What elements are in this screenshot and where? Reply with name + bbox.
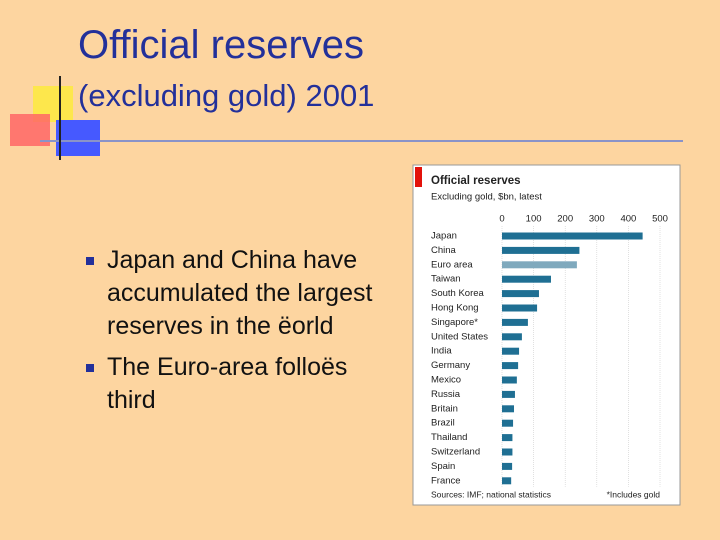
category-label: Switzerland [431,447,480,458]
chart-frame [412,164,681,506]
category-label: Brazil [431,418,455,429]
bar [502,347,520,355]
bar [502,477,512,485]
category-label: Hong Kong [431,303,479,314]
x-tick-label: 400 [620,214,636,225]
x-tick-label: 300 [589,214,605,225]
bar [502,390,515,398]
x-tick-label: 100 [526,214,542,225]
chart-tag [415,167,422,187]
decor-blue [56,120,100,156]
bar [502,376,517,384]
category-label: Britain [431,403,458,414]
chart: Official reserves Excluding gold, $bn, l… [412,164,681,506]
bar [502,462,513,470]
category-label: South Korea [431,288,485,299]
bar [502,290,539,298]
category-label: India [431,346,452,357]
bar [502,448,513,456]
bar [502,232,643,240]
x-tick-label: 0 [499,214,504,225]
slide-title: Official reserves [78,23,364,67]
bullet: Japan and China have accumulated the lar… [86,244,386,343]
bar [502,419,514,427]
chart-note: *Includes gold [607,489,661,499]
category-label: France [431,475,461,486]
category-label: Japan [431,231,457,242]
category-label: Mexico [431,375,461,386]
category-label: Thailand [431,432,467,443]
bar [502,333,522,341]
slide-subtitle: (excluding gold) 2001 [78,78,374,113]
category-label: United States [431,331,488,342]
bar [502,318,528,326]
bar [502,405,515,413]
bar [502,434,513,442]
bar [502,261,577,269]
x-tick-label: 200 [557,214,573,225]
x-tick-label: 500 [652,214,668,225]
bar [502,275,551,283]
category-label: Russia [431,389,461,400]
bar [502,246,580,254]
category-label: Singapore* [431,317,478,328]
category-label: China [431,245,457,256]
category-label: Taiwan [431,274,461,285]
bar [502,304,538,312]
chart-source: Sources: IMF; national statistics [431,489,551,499]
category-label: Germany [431,360,470,371]
category-label: Spain [431,461,455,472]
bullet-list: Japan and China have accumulated the lar… [86,244,386,425]
bullet: The Euro-area folloës third [86,351,386,417]
category-label: Euro area [431,259,473,270]
chart-subtitle: Excluding gold, $bn, latest [431,192,542,203]
bar [502,362,519,370]
chart-title: Official reserves [431,175,521,187]
